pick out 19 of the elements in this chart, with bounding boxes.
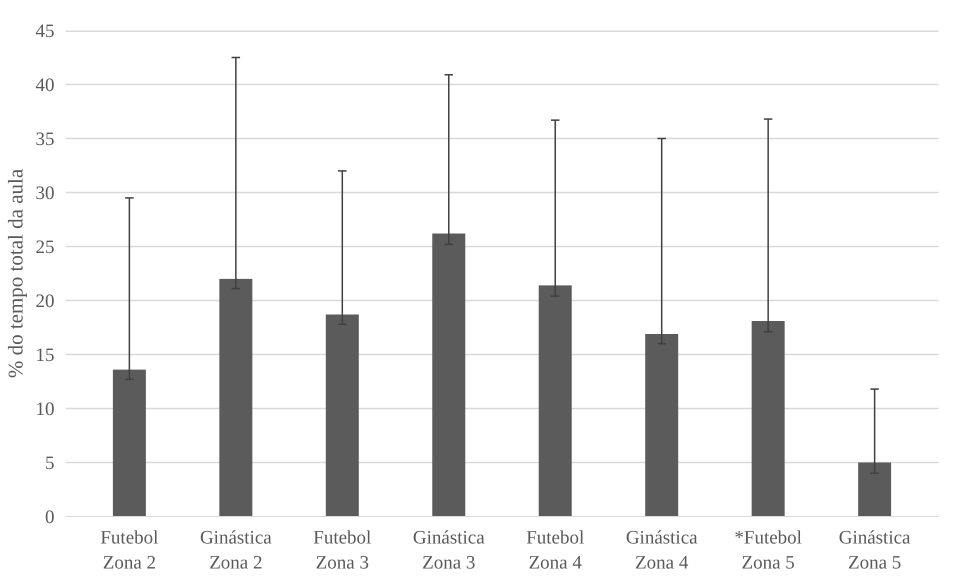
y-axis-title: % do tempo total da aula bbox=[4, 168, 28, 378]
x-tick-label: Futebol Zona 2 bbox=[100, 528, 158, 574]
y-tick-label: 0 bbox=[45, 507, 54, 528]
y-tick-label: 45 bbox=[36, 21, 54, 42]
y-tick-label: 25 bbox=[36, 237, 54, 258]
x-tick-label: Ginástica Zona 4 bbox=[626, 528, 698, 574]
x-tick-label: Ginástica Zona 3 bbox=[412, 528, 486, 574]
y-tick-label: 20 bbox=[36, 291, 54, 312]
x-tick-label: Futebol Zona 3 bbox=[313, 528, 372, 574]
y-tick-label: 15 bbox=[36, 345, 54, 366]
x-tick-label: *Futebol Zona 5 bbox=[734, 528, 802, 574]
y-tick-label: 30 bbox=[36, 183, 54, 204]
y-tick-label: 40 bbox=[36, 75, 54, 96]
y-tick-label: 35 bbox=[36, 129, 54, 150]
x-tick-label: Futebol Zona 4 bbox=[526, 528, 584, 574]
x-tick-label: Ginástica Zona 5 bbox=[838, 528, 912, 574]
y-tick-label: 10 bbox=[36, 399, 54, 420]
y-tick-label: 5 bbox=[45, 453, 54, 474]
x-tick-label: Ginástica Zona 2 bbox=[200, 528, 272, 574]
